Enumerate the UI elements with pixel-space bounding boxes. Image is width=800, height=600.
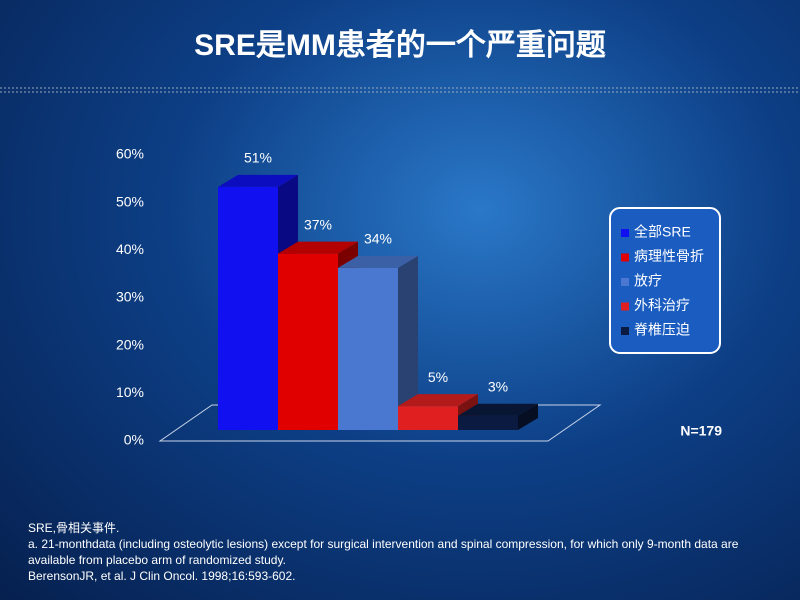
bar xyxy=(398,406,458,430)
legend-swatch xyxy=(621,278,629,286)
legend-label: 脊椎压迫 xyxy=(634,322,690,338)
bar xyxy=(458,415,518,430)
y-tick-label: 0% xyxy=(124,432,144,448)
data-label: 5% xyxy=(428,369,448,385)
y-tick-label: 60% xyxy=(116,146,144,162)
data-label: 51% xyxy=(244,150,272,166)
footnotes: SRE,骨相关事件. a. 21-monthdata (including os… xyxy=(28,520,768,584)
footnote: SRE,骨相关事件. xyxy=(28,521,120,535)
y-tick-label: 50% xyxy=(116,193,144,209)
annotation: N=179 xyxy=(680,423,722,439)
bar-top xyxy=(278,241,358,254)
bar-top xyxy=(338,255,418,268)
data-label: 34% xyxy=(364,231,392,247)
bar-top xyxy=(218,174,298,187)
bar-top xyxy=(458,403,538,416)
floor xyxy=(158,404,602,442)
y-tick-label: 10% xyxy=(116,384,144,400)
legend-swatch xyxy=(621,302,629,311)
legend-label: 外科治疗 xyxy=(634,297,690,313)
data-label: 3% xyxy=(488,378,508,394)
y-tick-label: 30% xyxy=(116,289,144,305)
legend-box xyxy=(609,207,721,354)
bar-side xyxy=(518,403,538,430)
footnote: a. 21-monthdata (including osteolytic le… xyxy=(28,537,739,567)
data-label: 37% xyxy=(304,216,332,232)
bar-side xyxy=(398,255,418,430)
y-tick-label: 20% xyxy=(116,336,144,352)
legend-label: 病理性骨折 xyxy=(634,248,704,264)
chart-title: SRE是MM患者的一个严重问题 xyxy=(194,29,606,62)
legend-swatch xyxy=(621,253,629,262)
bar-top xyxy=(398,394,478,407)
bar xyxy=(218,186,278,430)
y-tick-label: 40% xyxy=(116,241,144,257)
legend-label: 全部SRE xyxy=(634,224,691,240)
bar xyxy=(338,267,398,430)
legend-label: 放疗 xyxy=(634,273,662,289)
legend-swatch xyxy=(621,229,629,237)
legend-swatch xyxy=(621,327,629,335)
footnote: BerensonJR, et al. J Clin Oncol. 1998;16… xyxy=(28,569,296,583)
bar xyxy=(278,253,338,430)
